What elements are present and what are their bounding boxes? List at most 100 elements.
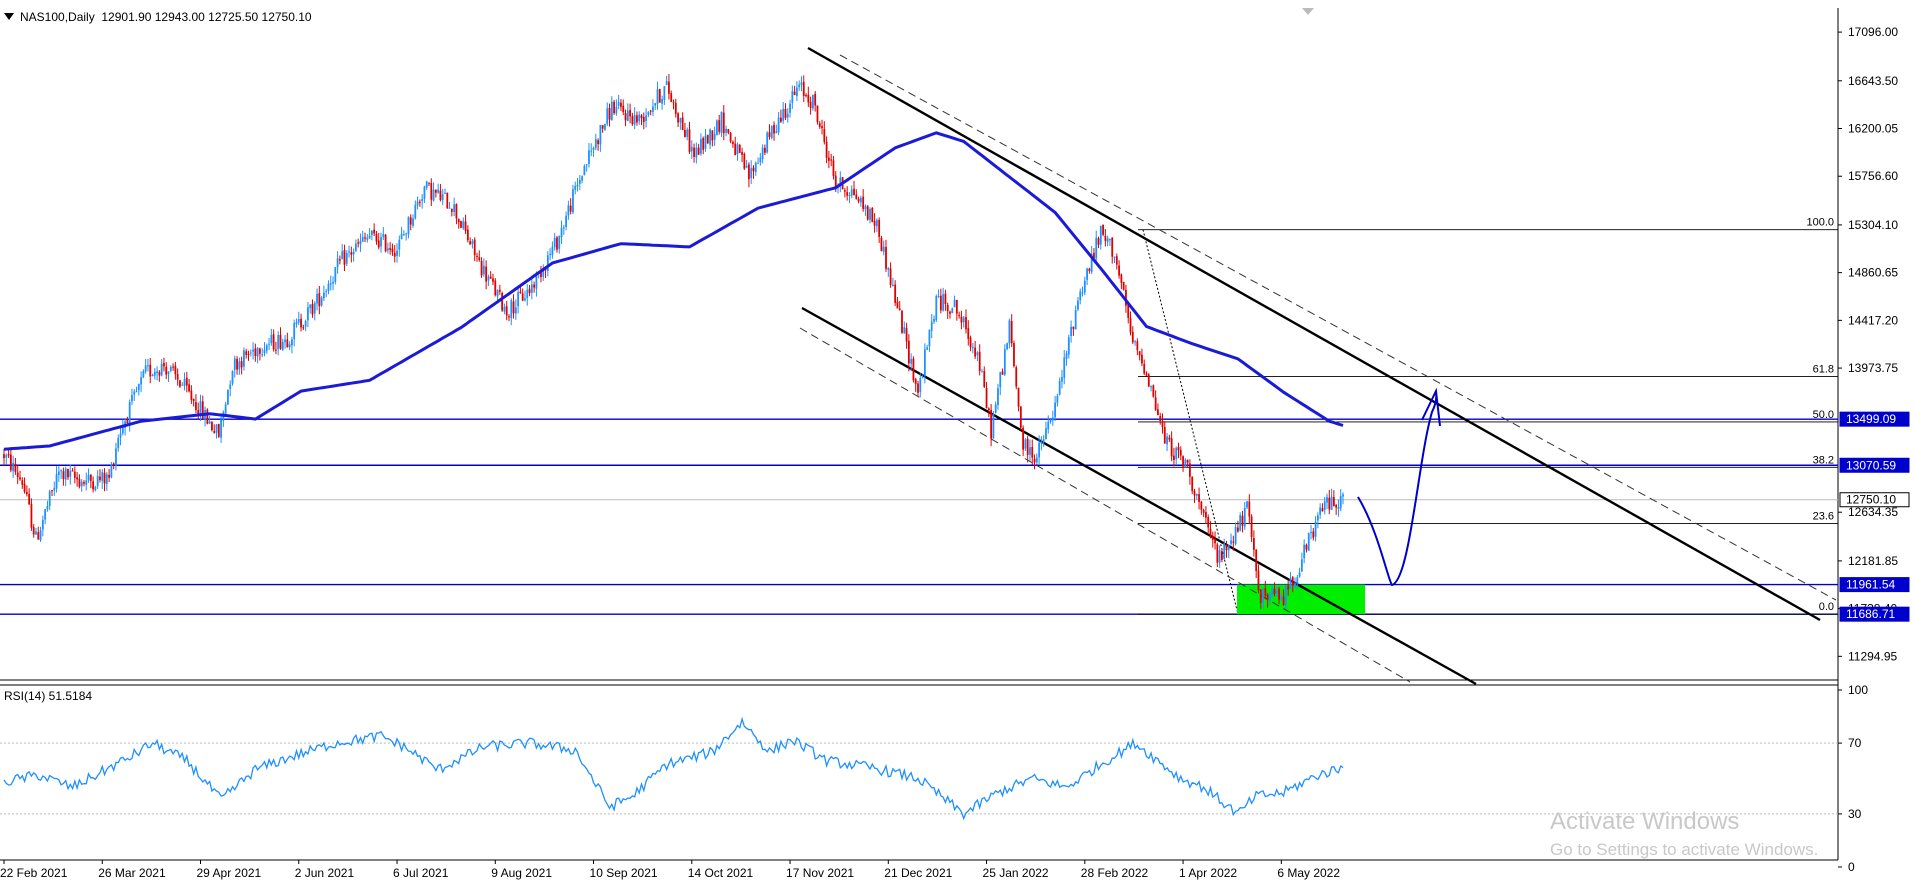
candle-bull bbox=[405, 233, 408, 235]
price-axis: 17096.00 16643.50 16200.05 15756.60 15304.10… bbox=[1838, 25, 1910, 663]
collapse-triangle-icon[interactable] bbox=[4, 13, 14, 20]
candle-bear bbox=[16, 472, 19, 478]
candle-bear bbox=[480, 260, 483, 276]
candle-bear bbox=[1216, 544, 1219, 563]
candle-bear bbox=[907, 340, 910, 364]
candle-bull bbox=[919, 377, 922, 392]
candle-bear bbox=[978, 351, 981, 372]
candle-bull bbox=[795, 87, 798, 96]
candle-bull bbox=[366, 237, 369, 240]
rsi-line[interactable] bbox=[3, 716, 1344, 821]
support-zone-box[interactable] bbox=[1237, 584, 1365, 615]
candle-bull bbox=[380, 237, 382, 247]
candle-bear bbox=[1278, 588, 1280, 600]
candle-bear bbox=[818, 123, 821, 127]
candle-bull bbox=[1083, 280, 1086, 293]
channel-upper-dashed[interactable] bbox=[839, 54, 1837, 601]
candle-bear bbox=[640, 115, 643, 119]
candle-bull bbox=[140, 377, 142, 385]
candle-bear bbox=[853, 188, 855, 196]
candle-bull bbox=[775, 131, 778, 133]
candle-bear bbox=[773, 124, 775, 134]
candle-bear bbox=[439, 190, 442, 200]
candle-bear bbox=[727, 129, 730, 133]
candle-bull bbox=[291, 339, 293, 346]
candle-bear bbox=[1159, 415, 1162, 421]
candle-bear bbox=[1252, 537, 1255, 550]
moving-average-line[interactable] bbox=[3, 131, 1344, 451]
candle-bull bbox=[238, 361, 241, 370]
candle-bear bbox=[1177, 447, 1180, 451]
candle-bull bbox=[839, 177, 842, 186]
candle-bull bbox=[35, 531, 37, 535]
candle-bull bbox=[791, 91, 794, 103]
candle-bull bbox=[263, 349, 266, 354]
candle-bear bbox=[311, 304, 314, 315]
candle-bull bbox=[105, 474, 108, 485]
candle-bull bbox=[549, 253, 552, 255]
price-tick-label: 15756.60 bbox=[1848, 169, 1898, 183]
candle-bear bbox=[556, 237, 558, 250]
candle-bull bbox=[1040, 441, 1043, 444]
candle-bull bbox=[325, 291, 328, 293]
candle-bull bbox=[1099, 225, 1102, 245]
candle-bear bbox=[1161, 421, 1164, 427]
candle-bear bbox=[743, 153, 746, 169]
candle-bear bbox=[1186, 459, 1189, 463]
time-tick-label: 25 Jan 2022 bbox=[983, 866, 1049, 880]
candle-bear bbox=[51, 490, 53, 492]
symbol-info[interactable]: NAS100,Daily 12901.90 12943.00 12725.50 … bbox=[4, 10, 312, 24]
candle-bear bbox=[1147, 374, 1150, 387]
projection-curve[interactable] bbox=[1357, 392, 1438, 587]
candle-bear bbox=[1250, 516, 1253, 537]
candle-bull bbox=[935, 296, 938, 321]
channel-lower-dashed[interactable] bbox=[799, 327, 1411, 683]
candle-bull bbox=[930, 321, 933, 331]
candle-bear bbox=[1163, 426, 1166, 444]
candle-bear bbox=[601, 125, 604, 129]
candle-bull bbox=[304, 321, 307, 327]
symbol-name: NAS100,Daily bbox=[20, 10, 95, 24]
price-tag-box[interactable] bbox=[1839, 577, 1910, 593]
candle-bull bbox=[928, 329, 931, 347]
price-tag-box[interactable] bbox=[1839, 492, 1910, 508]
price-tag-box[interactable] bbox=[1839, 411, 1910, 427]
candle-bull bbox=[368, 235, 371, 239]
candle-bear bbox=[768, 132, 771, 137]
candle-bull bbox=[256, 348, 259, 357]
candle-bear bbox=[528, 288, 531, 294]
candle-bear bbox=[540, 270, 542, 278]
candle-bear bbox=[855, 194, 858, 200]
candle-bear bbox=[955, 300, 958, 314]
candle-bull bbox=[606, 108, 609, 124]
candle-bull bbox=[1008, 320, 1011, 344]
candle-bear bbox=[711, 130, 714, 141]
candle-bull bbox=[252, 349, 254, 352]
candle-bull bbox=[971, 347, 974, 349]
candle-bear bbox=[862, 196, 865, 209]
candle-bull bbox=[396, 250, 398, 256]
candle-bear bbox=[814, 93, 817, 106]
candle-bull bbox=[307, 307, 309, 321]
candle-bear bbox=[165, 366, 168, 375]
candle-bear bbox=[990, 409, 993, 439]
channel-lower-line[interactable] bbox=[801, 306, 1477, 686]
candle-bull bbox=[553, 237, 556, 248]
candle-bull bbox=[1337, 507, 1340, 509]
candle-bear bbox=[1241, 515, 1244, 526]
candle-bear bbox=[373, 229, 376, 234]
candle-bull bbox=[551, 246, 554, 256]
price-tag-box[interactable] bbox=[1839, 606, 1910, 622]
candle-bear bbox=[1214, 539, 1216, 544]
price-tick-label: 14417.20 bbox=[1848, 313, 1898, 327]
candle-bear bbox=[684, 130, 686, 138]
time-tick-label: 6 May 2022 bbox=[1277, 866, 1340, 880]
candle-bull bbox=[131, 395, 133, 402]
price-tag-box[interactable] bbox=[1839, 457, 1910, 473]
candle-bull bbox=[153, 371, 156, 376]
candle-bull bbox=[1284, 586, 1287, 606]
candle-bear bbox=[688, 129, 691, 152]
channel-upper-line[interactable] bbox=[807, 46, 1821, 622]
